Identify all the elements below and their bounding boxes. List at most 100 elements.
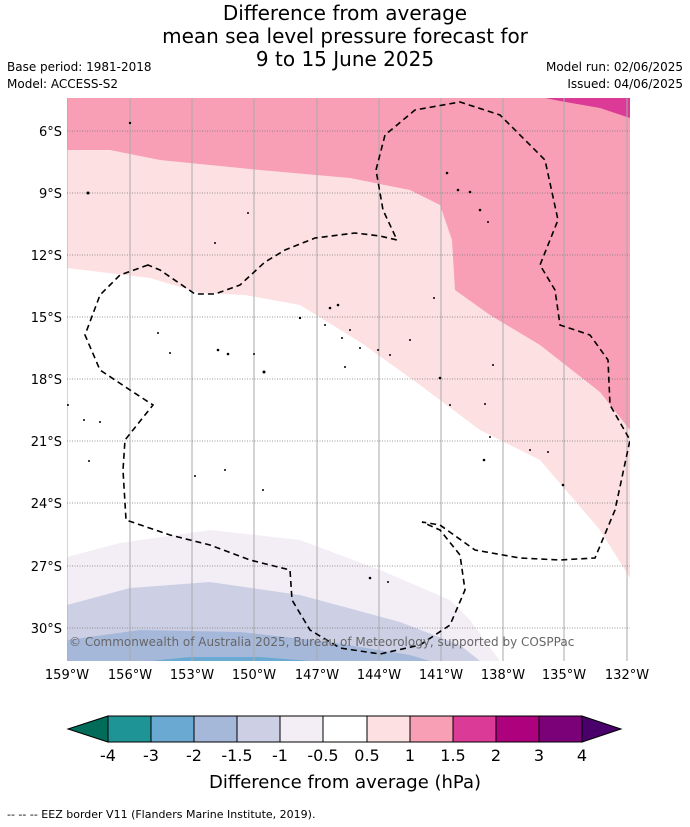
lat-label: 30°S xyxy=(31,622,62,637)
colorbar-over-arrow xyxy=(581,715,623,743)
colorbar-under-arrow xyxy=(66,715,109,743)
band-neg2-neg3 xyxy=(150,657,310,661)
island xyxy=(214,242,216,244)
island xyxy=(157,332,159,334)
island xyxy=(328,306,332,310)
lat-label: 15°S xyxy=(31,311,62,326)
lon-label: 147°W xyxy=(295,668,339,683)
island xyxy=(492,364,494,366)
colorbar-segment xyxy=(280,716,323,742)
longitude-labels: 159°W 156°W 153°W 150°W 147°W 144°W 141°… xyxy=(45,668,649,683)
eez-french-polynesia xyxy=(84,101,630,655)
title-line-2: mean sea level pressure forecast for xyxy=(162,24,528,48)
copyright-text: © Commonwealth of Australia 2025, Bureau… xyxy=(69,635,574,649)
island xyxy=(449,404,451,406)
meta-right: Model run: 02/06/2025 Issued: 04/06/2025 xyxy=(546,59,683,93)
model-run: Model run: 02/06/2025 xyxy=(545,60,683,74)
colorbar-tick: -4 xyxy=(100,746,116,765)
island xyxy=(216,348,220,352)
island xyxy=(359,347,361,349)
base-period: Base period: 1981-2018 xyxy=(7,60,152,74)
map-gridlines xyxy=(67,98,628,661)
island xyxy=(561,483,565,487)
model-name: Model: ACCESS-S2 xyxy=(7,77,119,91)
colorbar-tick: 4 xyxy=(577,746,587,765)
island xyxy=(128,121,132,125)
latitude-labels: 6°S 9°S 12°S 15°S 18°S 21°S 24°S 27°S 30… xyxy=(31,125,62,637)
colorbar-tick: -2 xyxy=(186,746,202,765)
lon-label: 159°W xyxy=(45,668,89,683)
colorbar-segment xyxy=(323,716,367,742)
colorbar-label: Difference from average (hPa) xyxy=(209,772,481,793)
island xyxy=(377,349,379,351)
island xyxy=(547,451,549,453)
island xyxy=(433,297,435,299)
colorbar-tick: 1 xyxy=(405,746,415,765)
lon-label: 138°W xyxy=(481,668,525,683)
island xyxy=(262,370,266,374)
colorbar-segment xyxy=(151,716,194,742)
island xyxy=(489,436,491,438)
lat-label: 18°S xyxy=(31,373,62,388)
island xyxy=(484,403,486,405)
island xyxy=(99,421,101,423)
colorbar-tick: 2 xyxy=(491,746,501,765)
lat-label: 9°S xyxy=(39,187,62,202)
colorbar-segment xyxy=(539,716,582,742)
colorbar-tick: -1 xyxy=(272,746,288,765)
island xyxy=(262,489,264,491)
island xyxy=(389,354,391,356)
island xyxy=(298,316,302,320)
island xyxy=(88,460,90,462)
issued-date: Issued: 04/06/2025 xyxy=(567,77,683,91)
footer-note: -- -- -- EEZ border V11 (Flanders Marine… xyxy=(7,808,316,821)
island xyxy=(253,353,255,355)
island xyxy=(86,191,90,195)
lat-label: 24°S xyxy=(31,497,62,512)
chart-title: Difference from average mean sea level p… xyxy=(0,2,690,71)
colorbar-tick: -1.5 xyxy=(221,746,252,765)
island xyxy=(341,337,343,339)
lat-label: 21°S xyxy=(31,435,62,450)
island xyxy=(482,458,486,462)
colorbar-segment xyxy=(108,716,151,742)
lon-label: 156°W xyxy=(108,668,152,683)
colorbar-segment xyxy=(237,716,280,742)
island xyxy=(387,581,389,583)
colorbar-segment xyxy=(496,716,539,742)
island xyxy=(224,469,226,471)
colorbar-segment xyxy=(194,716,237,742)
island xyxy=(409,339,411,341)
island xyxy=(349,329,351,331)
colorbar: -4 -3 -2 -1.5 -1 -0.5 0.5 1 1.5 2 3 4 Di… xyxy=(66,715,623,793)
colorbar-tick: -0.5 xyxy=(307,746,338,765)
colorbar-tick: 1.5 xyxy=(440,746,465,765)
lat-label: 6°S xyxy=(39,125,62,140)
colorbar-tick: -3 xyxy=(143,746,159,765)
colorbar-tick: 3 xyxy=(534,746,544,765)
island xyxy=(438,376,442,380)
island xyxy=(194,475,196,477)
band-1.5-2 xyxy=(545,98,630,118)
meta-left: Base period: 1981-2018 Model: ACCESS-S2 xyxy=(7,59,152,93)
island xyxy=(344,366,346,368)
island xyxy=(445,171,449,175)
band-neg1.5-neg2 xyxy=(67,630,430,661)
islands-layer xyxy=(67,121,565,583)
island xyxy=(247,212,249,214)
band-1-1.5 xyxy=(67,98,630,430)
lon-label: 135°W xyxy=(542,668,586,683)
island xyxy=(487,221,489,223)
title-line-3: 9 to 15 June 2025 xyxy=(255,47,435,71)
lon-label: 150°W xyxy=(232,668,276,683)
island xyxy=(336,303,340,307)
lon-label: 132°W xyxy=(605,668,649,683)
lon-label: 141°W xyxy=(419,668,463,683)
colorbar-segment xyxy=(410,716,453,742)
lat-label: 27°S xyxy=(31,560,62,575)
colorbar-outline xyxy=(107,715,583,743)
colorbar-tick: 0.5 xyxy=(354,746,379,765)
island xyxy=(324,324,326,326)
colorbar-tick-labels: -4 -3 -2 -1.5 -1 -0.5 0.5 1 1.5 2 3 4 xyxy=(100,746,587,765)
